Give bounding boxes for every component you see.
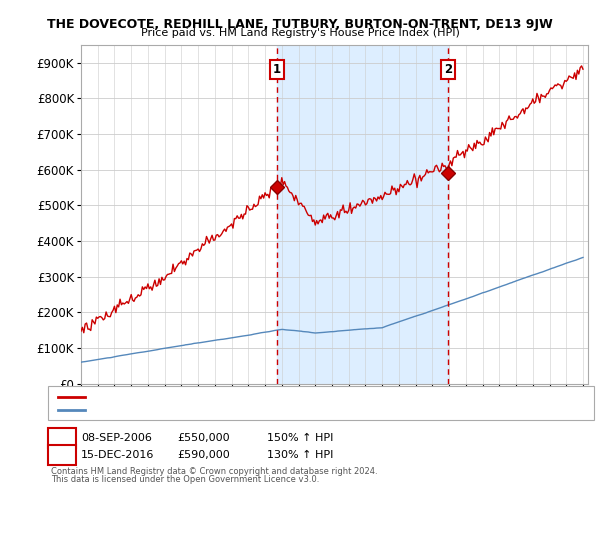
Bar bbox=[277, 45, 448, 384]
Text: THE DOVECOTE, REDHILL LANE, TUTBURY, BURTON-ON-TRENT, DE13 9JW (detached hou: THE DOVECOTE, REDHILL LANE, TUTBURY, BUR… bbox=[90, 393, 488, 402]
Text: 2: 2 bbox=[58, 448, 67, 461]
Text: THE DOVECOTE, REDHILL LANE, TUTBURY, BURTON-ON-TRENT, DE13 9JW: THE DOVECOTE, REDHILL LANE, TUTBURY, BUR… bbox=[47, 18, 553, 31]
Text: 2: 2 bbox=[444, 63, 452, 76]
Text: £550,000: £550,000 bbox=[177, 433, 230, 443]
Text: 130% ↑ HPI: 130% ↑ HPI bbox=[267, 450, 334, 460]
Text: 1: 1 bbox=[58, 431, 67, 445]
Text: 08-SEP-2006: 08-SEP-2006 bbox=[81, 433, 152, 443]
Text: Price paid vs. HM Land Registry's House Price Index (HPI): Price paid vs. HM Land Registry's House … bbox=[140, 28, 460, 38]
Text: 15-DEC-2016: 15-DEC-2016 bbox=[81, 450, 154, 460]
Text: This data is licensed under the Open Government Licence v3.0.: This data is licensed under the Open Gov… bbox=[51, 475, 319, 484]
Text: Contains HM Land Registry data © Crown copyright and database right 2024.: Contains HM Land Registry data © Crown c… bbox=[51, 467, 377, 476]
Text: 1: 1 bbox=[273, 63, 281, 76]
Text: HPI: Average price, detached house, East Staffordshire: HPI: Average price, detached house, East… bbox=[90, 405, 338, 415]
Text: 150% ↑ HPI: 150% ↑ HPI bbox=[267, 433, 334, 443]
Text: £590,000: £590,000 bbox=[177, 450, 230, 460]
